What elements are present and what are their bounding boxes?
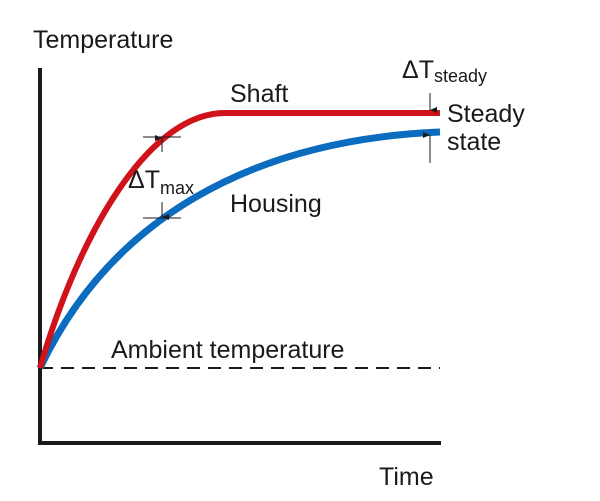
shaft-curve [37,110,440,369]
delta-max-label: ΔTmax [128,166,194,198]
ambient-label: Ambient temperature [111,336,344,364]
delta-steady-label: ΔTsteady [402,56,487,86]
delta-max-marker [143,135,181,220]
steady-state-label-1: Steady [447,100,525,128]
housing-label: Housing [230,190,322,218]
steady-state-label-2: state [447,128,501,156]
y-axis-label: Temperature [33,26,173,54]
housing-curve [36,128,441,370]
shaft-label: Shaft [230,80,288,108]
x-axis-label: Time [379,463,434,491]
